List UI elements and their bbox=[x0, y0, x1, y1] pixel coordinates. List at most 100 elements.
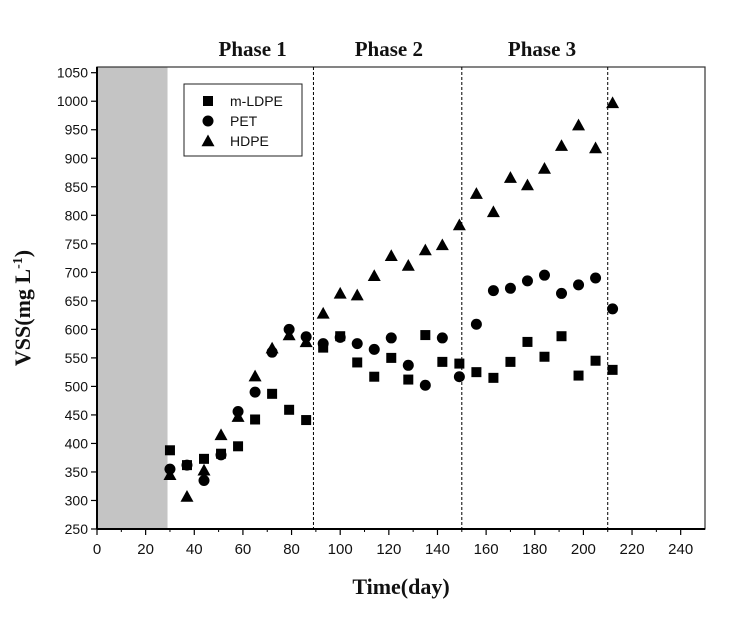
x-tick-label: 80 bbox=[283, 541, 300, 558]
data-point-circle bbox=[317, 338, 329, 350]
data-point-circle bbox=[590, 272, 602, 284]
legend: m-LDPE PET HDPE bbox=[183, 83, 303, 157]
data-point-triangle bbox=[469, 187, 483, 199]
data-point-triangle bbox=[350, 288, 364, 301]
x-tick-label: 240 bbox=[668, 541, 693, 558]
x-axis-label: Time(day) bbox=[352, 574, 449, 599]
y-tick-label: 600 bbox=[65, 321, 89, 337]
y-tick-label: 800 bbox=[65, 207, 89, 223]
y-tick-label: 700 bbox=[65, 264, 89, 280]
data-point-square bbox=[301, 415, 312, 426]
legend-label: m-LDPE bbox=[230, 93, 283, 109]
plot-area bbox=[97, 67, 168, 529]
data-point-square bbox=[403, 374, 414, 385]
data-point-circle bbox=[215, 449, 227, 461]
data-point-square bbox=[454, 358, 465, 369]
x-tick-label: 180 bbox=[522, 541, 547, 558]
data-point-square bbox=[164, 445, 175, 456]
x-tick-label: 120 bbox=[376, 541, 401, 558]
data-point-square bbox=[471, 367, 482, 378]
data-point-square bbox=[437, 356, 448, 367]
data-point-circle bbox=[351, 338, 363, 350]
data-point-triangle bbox=[503, 171, 517, 183]
data-point-circle bbox=[470, 318, 482, 330]
data-point-square bbox=[369, 371, 380, 382]
x-tick-label: 200 bbox=[571, 541, 596, 558]
legend-marker-circle bbox=[202, 115, 214, 127]
data-point-square bbox=[607, 364, 618, 375]
data-point-circle bbox=[368, 343, 380, 355]
data-point-circle bbox=[385, 332, 397, 344]
data-point-circle bbox=[198, 475, 210, 487]
data-point-triangle bbox=[265, 341, 279, 354]
x-tick-label: 0 bbox=[93, 541, 101, 558]
phase-label: Phase 2 bbox=[355, 37, 423, 61]
axes: 0 20 40 60 80 100 120 140 160 180 200 220 240 250 300 3… bbox=[57, 65, 706, 558]
x-tick-label: 20 bbox=[137, 541, 154, 558]
data-point-square bbox=[250, 414, 261, 425]
data-point-circle bbox=[521, 275, 533, 287]
y-tick-label: 750 bbox=[65, 236, 89, 252]
legend-label: PET bbox=[230, 113, 258, 129]
data-point-circle bbox=[556, 287, 568, 299]
phase-annotations: Phase 1 Phase 2 Phase 3 bbox=[219, 37, 609, 529]
data-point-triangle bbox=[452, 218, 466, 231]
y-axis-label-main: VSS(mg L bbox=[10, 269, 35, 366]
series-pet bbox=[164, 269, 619, 487]
data-point-triangle bbox=[367, 269, 381, 281]
y-tick-label: 400 bbox=[65, 435, 89, 451]
phase-label: Phase 3 bbox=[508, 37, 576, 61]
y-tick-label: 350 bbox=[65, 464, 89, 480]
phase-label: Phase 1 bbox=[219, 37, 287, 61]
y-tick-label: 1050 bbox=[57, 65, 88, 81]
legend-label: HDPE bbox=[230, 133, 269, 149]
y-tick-label: 250 bbox=[65, 521, 89, 537]
data-point-triangle bbox=[537, 162, 551, 174]
x-tick-label: 60 bbox=[235, 541, 252, 558]
data-point-square bbox=[199, 453, 210, 464]
data-point-square bbox=[386, 352, 397, 363]
data-point-triangle bbox=[486, 205, 500, 218]
y-tick-label: 650 bbox=[65, 293, 89, 309]
data-point-circle bbox=[402, 359, 414, 371]
legend-marker-square bbox=[203, 96, 213, 106]
data-point-triangle bbox=[231, 410, 245, 422]
y-tick-label: 300 bbox=[65, 492, 89, 508]
y-tick-label: 450 bbox=[65, 407, 89, 423]
data-point-circle bbox=[334, 331, 346, 343]
data-point-square bbox=[556, 331, 567, 342]
series-m-ldpe bbox=[164, 330, 618, 471]
data-point-square bbox=[573, 370, 584, 381]
data-point-square bbox=[267, 388, 278, 399]
data-point-circle bbox=[538, 269, 550, 281]
data-point-triangle bbox=[589, 141, 603, 154]
data-point-triangle bbox=[299, 335, 313, 348]
y-axis-label-close: ) bbox=[10, 250, 35, 257]
data-point-circle bbox=[249, 386, 261, 398]
data-point-triangle bbox=[384, 249, 398, 261]
data-point-triangle bbox=[316, 306, 330, 319]
shaded-region bbox=[97, 67, 168, 529]
data-point-square bbox=[522, 336, 533, 347]
x-tick-label: 100 bbox=[328, 541, 353, 558]
data-point-square bbox=[420, 330, 431, 341]
data-point-circle bbox=[436, 332, 448, 344]
data-point-triangle bbox=[282, 328, 296, 341]
y-axis-label-sup: -1 bbox=[11, 257, 26, 269]
data-point-triangle bbox=[333, 286, 347, 299]
data-point-circle bbox=[487, 285, 499, 297]
data-point-triangle bbox=[214, 428, 228, 441]
data-point-circle bbox=[607, 303, 619, 315]
data-points bbox=[163, 96, 620, 502]
data-point-triangle bbox=[572, 118, 586, 131]
data-point-circle bbox=[419, 379, 431, 391]
data-point-circle bbox=[181, 459, 193, 471]
y-tick-label: 500 bbox=[65, 378, 89, 394]
data-point-square bbox=[505, 356, 516, 367]
legend-marker-triangle bbox=[201, 134, 215, 147]
data-point-circle bbox=[573, 279, 585, 291]
x-tick-label: 220 bbox=[620, 541, 645, 558]
data-point-triangle bbox=[197, 463, 211, 476]
